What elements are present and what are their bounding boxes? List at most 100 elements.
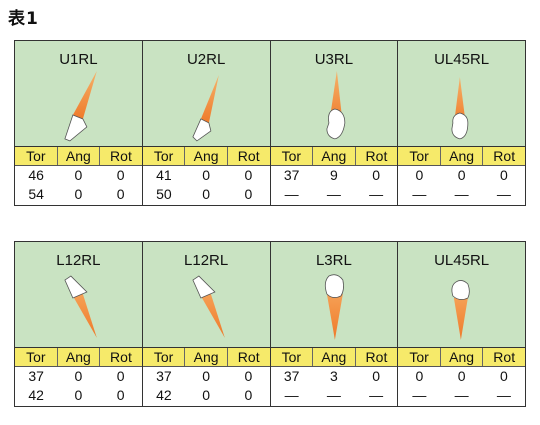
value-tor: 37 <box>156 368 172 384</box>
tooth-cell-ul45rl: UL45RL Tor Ang Rot 0 0 0 — — — <box>398 41 525 205</box>
value-ang: — <box>454 186 469 202</box>
table-row: 37 3 0 <box>271 367 398 386</box>
value-ang: 0 <box>202 368 211 384</box>
table-row: 46 0 0 <box>15 166 142 185</box>
tooth-image-area: UL45RL <box>398 242 525 348</box>
header-ang: Ang <box>185 147 228 165</box>
tooth-cell-u3rl: U3RL Tor Ang Rot 37 9 0 — — — <box>270 41 399 205</box>
tooth-label: U2RL <box>186 51 226 68</box>
header-rot: Rot <box>493 349 516 365</box>
value-rot: 0 <box>116 167 125 183</box>
tooth-label: UL45RL <box>434 51 490 68</box>
value-tor: 42 <box>156 387 172 403</box>
header-rot: Rot <box>365 349 388 365</box>
table-row: 37 0 0 <box>15 367 142 386</box>
incisor-tooth-icon <box>64 71 97 142</box>
header-ang: Ang <box>313 147 356 165</box>
table-row: — — — <box>271 386 398 405</box>
table-row: — — — <box>271 185 398 204</box>
value-rot: 0 <box>244 186 253 202</box>
column-header-row: Tor Ang Rot <box>15 147 142 166</box>
tooth-label: L12RL <box>56 252 101 269</box>
header-tor: Tor <box>271 147 314 165</box>
value-rot: 0 <box>372 368 381 384</box>
value-rot: 0 <box>116 186 125 202</box>
value-tor: 37 <box>283 368 300 384</box>
column-header-row: Tor Ang Rot <box>398 348 525 367</box>
value-tor: 50 <box>156 186 172 202</box>
table-row: 0 0 0 <box>398 367 525 386</box>
value-tor: — <box>284 186 299 202</box>
value-ang: 3 <box>329 368 338 384</box>
tooth-image-area: L3RL <box>270 242 398 348</box>
table-row: 42 0 0 <box>143 386 270 405</box>
column-header-row: Tor Ang Rot <box>142 348 270 367</box>
value-rot: — <box>369 186 384 202</box>
lower-incisor-tooth-icon <box>64 275 97 338</box>
tooth-image-area: L12RL <box>15 242 142 348</box>
tooth-label: L3RL <box>315 252 352 269</box>
column-header-row: Tor Ang Rot <box>398 147 525 166</box>
value-tor: 41 <box>156 167 172 183</box>
lower-incisor-tooth-icon <box>192 275 225 338</box>
value-ang: 0 <box>202 167 211 183</box>
tooth-cell-l12rl-2: L12RL Tor Ang Rot 37 0 0 42 0 0 <box>142 242 271 406</box>
value-tor: 37 <box>283 167 300 183</box>
value-rot: 0 <box>244 387 253 403</box>
table-row: 0 0 0 <box>398 166 525 185</box>
table-row: — — — <box>398 185 525 204</box>
table-row: 37 0 0 <box>143 367 270 386</box>
value-tor: 42 <box>28 387 44 403</box>
value-rot: 0 <box>116 387 125 403</box>
value-tor: 0 <box>415 368 424 384</box>
lower-teeth-table: L12RL Tor Ang Rot 37 0 0 42 0 0 L12RL <box>14 241 526 407</box>
incisor-tooth-icon <box>192 75 219 142</box>
value-ang: 9 <box>329 167 338 183</box>
value-rot: 0 <box>372 167 381 183</box>
tooth-image-area: U1RL <box>15 41 142 147</box>
header-rot: Rot <box>110 349 132 365</box>
upper-teeth-table: U1RL Tor Ang Rot 46 0 0 54 0 0 U2RL <box>14 40 526 206</box>
tooth-label: L12RL <box>184 252 229 269</box>
value-rot: 0 <box>499 368 508 384</box>
header-tor: Tor <box>143 147 186 165</box>
table-row: 41 0 0 <box>143 166 270 185</box>
canine-tooth-icon <box>325 71 345 140</box>
tooth-cell-u1rl: U1RL Tor Ang Rot 46 0 0 54 0 0 <box>15 41 143 205</box>
column-header-row: Tor Ang Rot <box>270 147 398 166</box>
header-tor: Tor <box>15 348 58 366</box>
column-header-row: Tor Ang Rot <box>15 348 142 367</box>
value-ang: 0 <box>457 368 466 384</box>
tooth-label: U1RL <box>59 51 98 68</box>
value-ang: 0 <box>74 186 83 202</box>
header-ang: Ang <box>441 147 484 165</box>
value-rot: — <box>496 387 511 403</box>
header-tor: Tor <box>15 147 58 165</box>
value-ang: — <box>326 186 341 202</box>
tooth-image-area: U3RL <box>270 41 398 147</box>
value-rot: — <box>369 387 384 403</box>
value-ang: 0 <box>74 387 83 403</box>
value-rot: 0 <box>244 368 253 384</box>
value-rot: — <box>496 186 511 202</box>
value-ang: 0 <box>202 387 211 403</box>
table-row: 50 0 0 <box>143 185 270 204</box>
premolar-tooth-icon <box>451 77 469 140</box>
header-rot: Rot <box>493 148 516 164</box>
value-tor: 54 <box>28 186 44 202</box>
lower-premolar-tooth-icon <box>451 280 471 340</box>
header-tor: Tor <box>271 348 314 366</box>
value-tor: 46 <box>28 167 44 183</box>
table-row: 37 9 0 <box>271 166 398 185</box>
column-header-row: Tor Ang Rot <box>270 348 398 367</box>
table-row: — — — <box>398 386 525 405</box>
tooth-label: U3RL <box>314 51 354 68</box>
table-row: 54 0 0 <box>15 185 142 204</box>
column-header-row: Tor Ang Rot <box>142 147 270 166</box>
value-ang: 0 <box>457 167 466 183</box>
value-ang: 0 <box>74 167 83 183</box>
header-tor: Tor <box>398 348 441 366</box>
value-ang: 0 <box>202 186 211 202</box>
header-ang: Ang <box>185 348 228 366</box>
header-tor: Tor <box>143 348 186 366</box>
